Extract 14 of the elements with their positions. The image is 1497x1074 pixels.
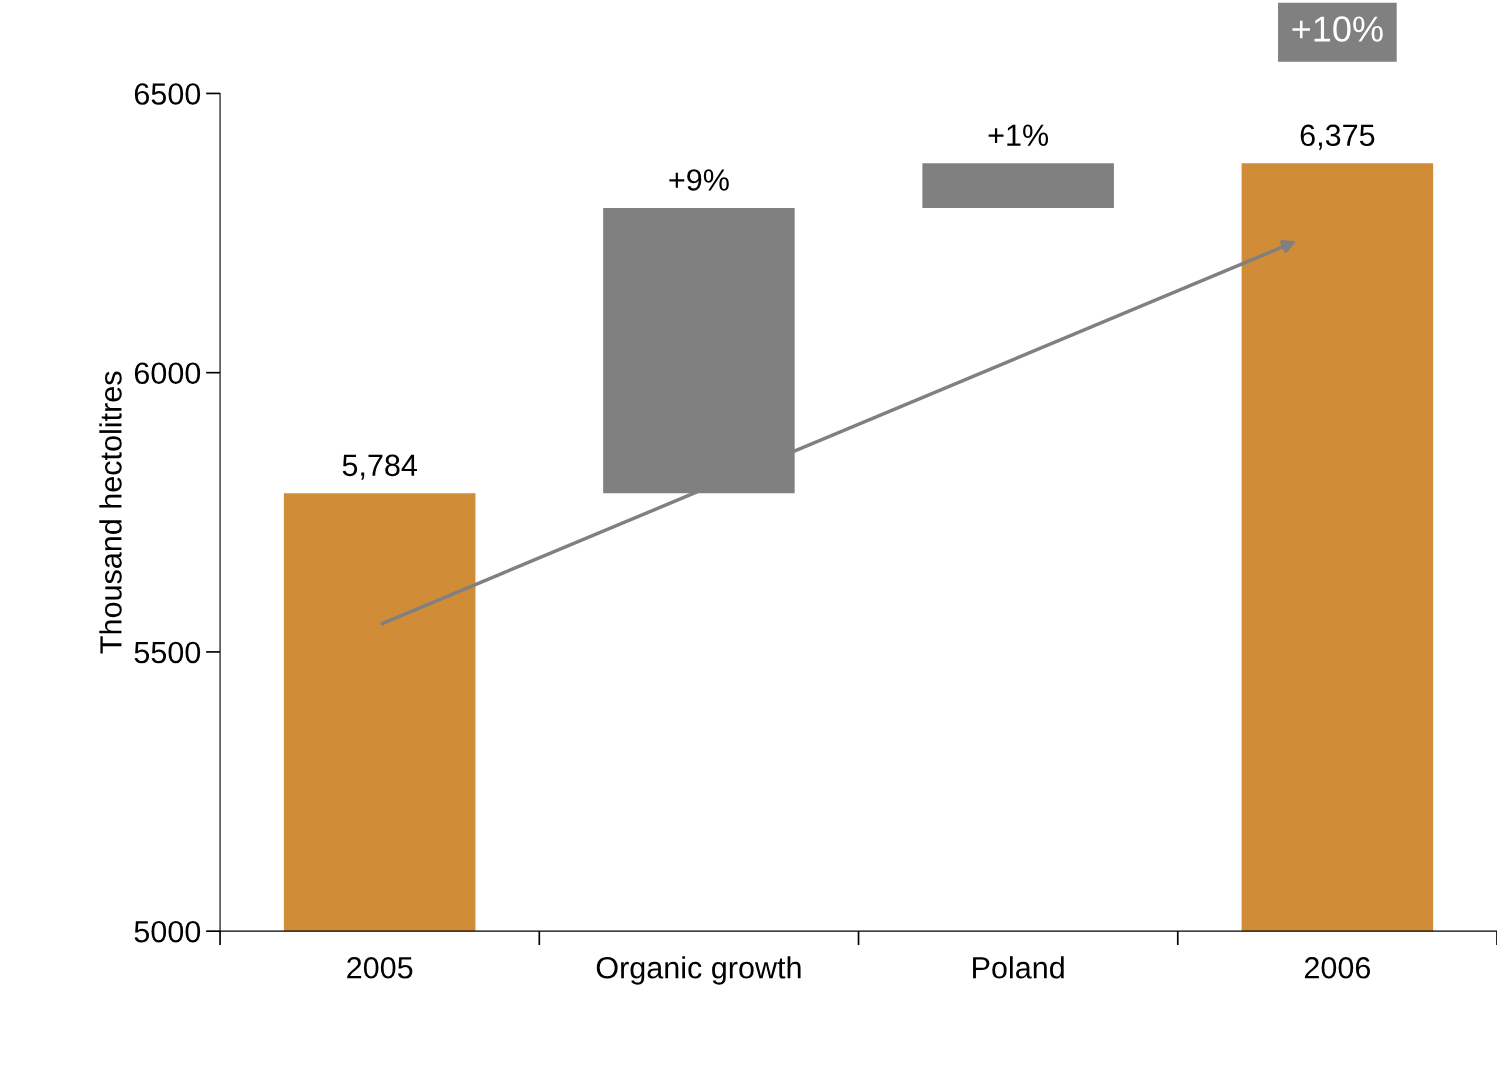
annotation: +9% bbox=[669, 169, 729, 191]
y-tick-label: 6500 bbox=[134, 83, 201, 105]
y-axis-title: Thousand hectolitres bbox=[99, 371, 122, 654]
x-tick-label: Organic growth bbox=[596, 956, 801, 985]
data-label: 5,784 bbox=[342, 454, 418, 480]
data-label: 6,375 bbox=[1300, 124, 1375, 150]
x-tick-label: Poland bbox=[973, 956, 1064, 979]
y-tick-label: 5000 bbox=[134, 920, 201, 943]
x-tick-label: 2006 bbox=[1304, 956, 1371, 979]
y-tick-label: 5500 bbox=[134, 641, 201, 664]
y-tick-label: 6000 bbox=[134, 362, 201, 385]
text: +10% bbox=[1292, 16, 1383, 42]
x-tick-label: 2005 bbox=[347, 956, 413, 979]
annotation: +1% bbox=[988, 124, 1049, 146]
